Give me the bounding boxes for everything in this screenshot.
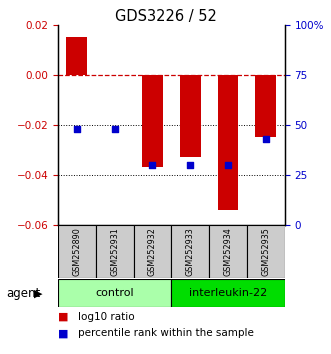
Text: GSM252935: GSM252935 bbox=[261, 227, 270, 276]
Bar bbox=[256, 75, 276, 137]
Point bbox=[74, 126, 79, 132]
Text: log10 ratio: log10 ratio bbox=[78, 312, 134, 322]
Bar bbox=[171, 225, 209, 278]
Bar bbox=[96, 225, 133, 278]
Bar bbox=[247, 225, 285, 278]
Text: GSM252890: GSM252890 bbox=[72, 227, 81, 276]
Bar bbox=[58, 279, 171, 307]
Text: GSM252934: GSM252934 bbox=[223, 227, 232, 276]
Point bbox=[188, 162, 193, 168]
Bar bbox=[217, 75, 238, 210]
Text: ▶: ▶ bbox=[34, 289, 42, 299]
Bar bbox=[180, 75, 201, 157]
Text: ■: ■ bbox=[58, 312, 69, 322]
Bar bbox=[209, 225, 247, 278]
Text: GSM252931: GSM252931 bbox=[110, 227, 119, 276]
Point bbox=[263, 136, 268, 142]
Text: control: control bbox=[95, 288, 134, 298]
Point bbox=[225, 162, 231, 168]
Bar bbox=[58, 225, 96, 278]
Bar bbox=[171, 279, 285, 307]
Text: ■: ■ bbox=[58, 329, 69, 338]
Text: GSM252933: GSM252933 bbox=[186, 227, 195, 276]
Text: GSM252932: GSM252932 bbox=[148, 227, 157, 276]
Text: agent: agent bbox=[7, 287, 41, 300]
Bar bbox=[142, 75, 163, 167]
Text: GDS3226 / 52: GDS3226 / 52 bbox=[115, 9, 216, 24]
Text: interleukin-22: interleukin-22 bbox=[189, 288, 267, 298]
Point bbox=[150, 162, 155, 168]
Bar bbox=[133, 225, 171, 278]
Bar bbox=[67, 37, 87, 75]
Text: percentile rank within the sample: percentile rank within the sample bbox=[78, 329, 254, 338]
Point bbox=[112, 126, 117, 132]
